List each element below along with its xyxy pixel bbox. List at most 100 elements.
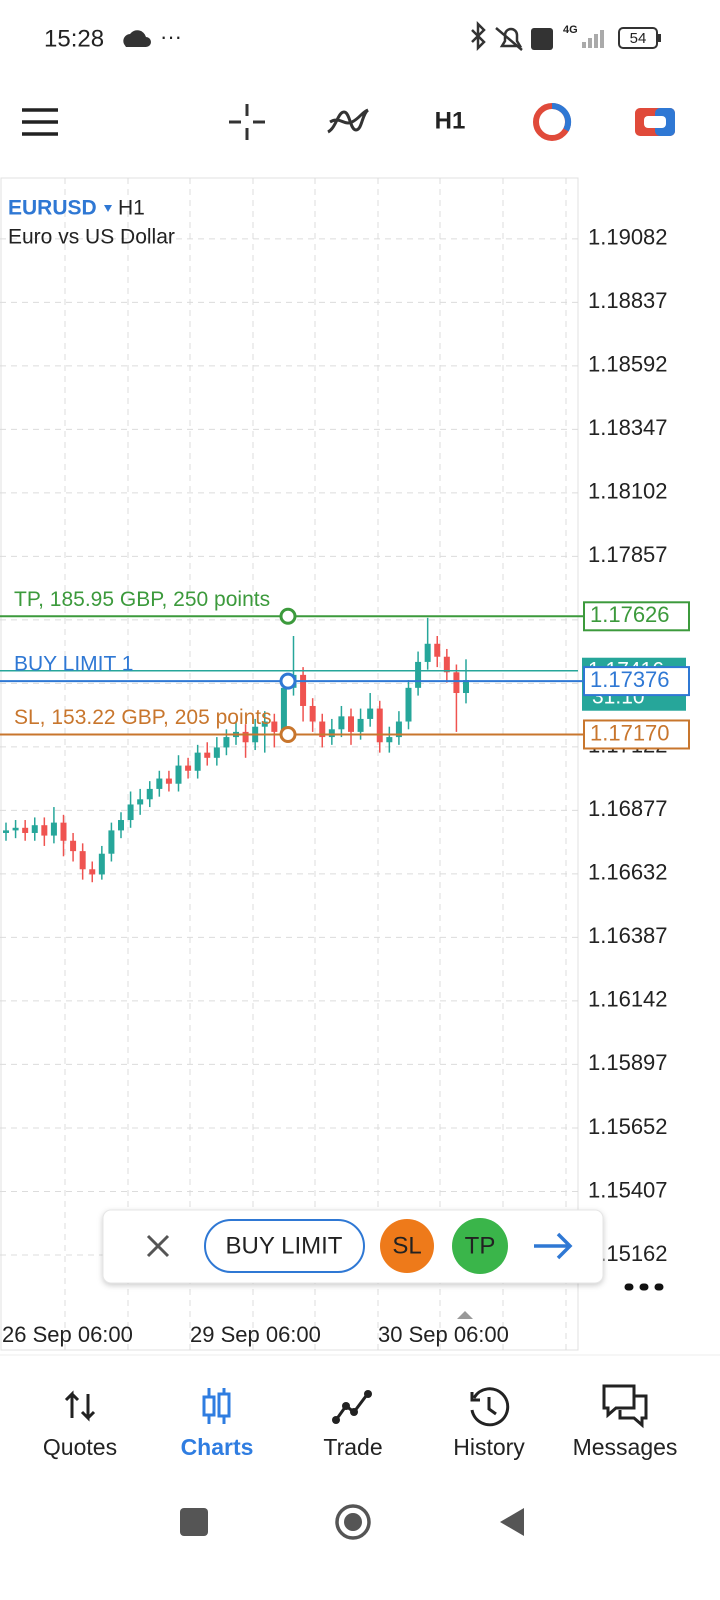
candle-body <box>118 820 124 831</box>
nav-quotes[interactable]: Quotes <box>43 1434 117 1460</box>
scroll-handle[interactable] <box>457 1311 473 1319</box>
battery-icon <box>618 27 658 49</box>
candle-body <box>223 737 230 748</box>
nav-trade[interactable]: Trade <box>323 1434 382 1460</box>
buy-limit-button[interactable] <box>204 1219 365 1273</box>
candle-body <box>443 656 450 673</box>
order-label: BUY LIMIT 1 <box>14 653 133 676</box>
y-tick-label: 1.18592 <box>588 352 668 377</box>
candle-body <box>357 718 364 732</box>
order-price-box <box>583 719 690 750</box>
trade-button[interactable] <box>533 102 572 141</box>
network-type: 4G <box>563 24 578 36</box>
candle-body <box>127 804 134 821</box>
candle-body <box>280 687 287 732</box>
candle-body <box>213 747 220 758</box>
y-tick-label: 1.16877 <box>588 796 668 821</box>
crosshair-button[interactable] <box>229 104 265 140</box>
mute-icon <box>495 27 523 51</box>
battery-level: 54 <box>630 30 647 47</box>
x-tick-label: 30 Sep 06:00 <box>378 1322 509 1347</box>
candle-body <box>242 731 249 743</box>
candle-body <box>3 830 9 833</box>
candle-body <box>175 765 182 784</box>
candle-body <box>405 687 412 722</box>
candle-body <box>348 716 354 732</box>
timeframe-button[interactable]: H1 <box>435 107 466 134</box>
y-tick-label: 1.15652 <box>588 1114 668 1139</box>
history-icon[interactable] <box>470 1387 510 1427</box>
y-tick-label: 1.16632 <box>588 860 668 885</box>
candle-body <box>41 825 48 836</box>
y-tick-label: 1.16142 <box>588 987 668 1012</box>
candle-body <box>300 674 307 706</box>
candle-body <box>367 708 374 719</box>
symbol-description: Euro vs US Dollar <box>8 226 175 249</box>
home-button[interactable] <box>335 1504 371 1540</box>
messages-icon[interactable] <box>602 1384 648 1429</box>
order-label: SL, 153.22 GBP, 205 points <box>14 706 272 729</box>
candle-body <box>453 672 460 694</box>
order-price-label: 1.17626 <box>590 602 670 627</box>
candle-body <box>185 765 192 771</box>
candle-body <box>319 721 326 738</box>
volte-icon <box>531 28 553 50</box>
candle-body <box>434 643 441 657</box>
nav-messages[interactable]: Messages <box>573 1434 678 1460</box>
indicators-button[interactable] <box>327 108 370 134</box>
y-tick-label: 1.18102 <box>588 479 668 504</box>
candle-body <box>376 708 383 743</box>
y-tick-label: 1.15407 <box>588 1177 668 1202</box>
tp-button[interactable] <box>452 1218 508 1274</box>
candle-body <box>146 788 153 800</box>
chart-timeframe: H1 <box>118 197 145 220</box>
candle-body <box>395 721 402 738</box>
candle-body <box>22 827 29 833</box>
candle-body <box>338 716 345 730</box>
order-handle <box>279 672 297 690</box>
candle-body <box>31 825 38 833</box>
candle-body <box>271 721 278 732</box>
order-panel: BUY LIMIT SL TP <box>102 1209 604 1284</box>
candle-body <box>98 853 105 875</box>
nav-history[interactable]: History <box>453 1434 525 1460</box>
symbol-dropdown <box>104 205 112 212</box>
chart-frame <box>0 177 579 1351</box>
x-tick-label: 29 Sep 06:00 <box>190 1322 321 1347</box>
home-button-dot <box>344 1513 362 1531</box>
buy-limit-label: BUY LIMIT <box>226 1232 343 1259</box>
y-tick-label: 1.18837 <box>588 288 668 313</box>
candle-body <box>79 851 86 870</box>
status-time: 15:28 <box>44 25 104 52</box>
candle-body <box>424 643 431 662</box>
y-tick-label: 1.15897 <box>588 1050 668 1075</box>
close-button[interactable] <box>146 1234 170 1258</box>
order-price-box <box>583 601 690 632</box>
order-handle <box>279 607 297 625</box>
sl-button[interactable] <box>380 1219 434 1273</box>
order-price-box <box>583 666 690 697</box>
y-tick-label: 1.17857 <box>588 542 668 567</box>
charts-icon[interactable] <box>202 1388 231 1424</box>
back-button[interactable] <box>500 1508 524 1536</box>
candle-body <box>261 721 268 727</box>
trade-icon[interactable] <box>334 1395 368 1421</box>
trade-icon-dots <box>332 1390 372 1424</box>
quotes-icon[interactable] <box>64 1390 96 1422</box>
candle-body <box>70 840 77 852</box>
signal-icon <box>582 30 604 48</box>
next-button[interactable] <box>534 1232 573 1260</box>
menu-button[interactable] <box>22 108 58 136</box>
candle-body <box>204 752 211 758</box>
candle-body <box>108 830 115 854</box>
bluetooth-icon <box>471 20 486 52</box>
candle-body <box>328 729 335 738</box>
candle-body <box>415 661 422 688</box>
recents-button[interactable] <box>180 1508 208 1536</box>
candle-body <box>137 799 144 805</box>
one-click-button[interactable] <box>635 108 675 136</box>
y-tick-label: 1.18347 <box>588 415 668 440</box>
nav-charts[interactable]: Charts <box>181 1434 254 1460</box>
candle-body <box>194 752 201 771</box>
